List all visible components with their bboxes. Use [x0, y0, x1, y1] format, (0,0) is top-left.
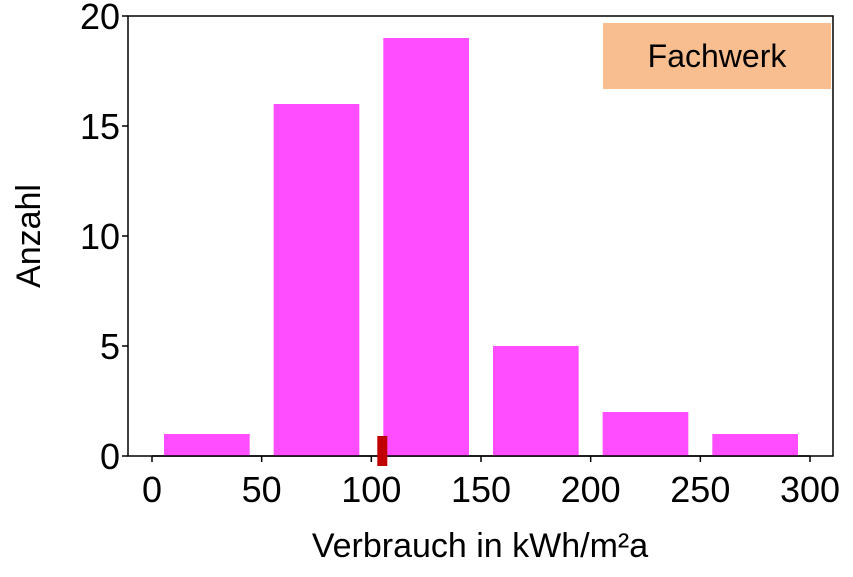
x-tick-label: 200 — [561, 469, 621, 510]
y-axis-ticks: 0 5 10 15 20 — [80, 0, 128, 477]
y-tick-label: 10 — [80, 216, 120, 257]
y-axis-title: Anzahl — [10, 184, 48, 288]
bar — [383, 38, 469, 456]
bar — [602, 412, 689, 456]
y-tick-label: 0 — [100, 436, 120, 477]
legend-swatch — [603, 23, 831, 89]
x-tick-label: 300 — [780, 469, 840, 510]
y-tick-label: 5 — [100, 326, 120, 367]
x-tick-label: 100 — [341, 469, 401, 510]
x-tick-label: 50 — [242, 469, 282, 510]
bar — [164, 434, 250, 456]
x-tick-label: 150 — [451, 469, 511, 510]
y-tick-label: 15 — [80, 106, 120, 147]
x-tick-label: 0 — [142, 469, 162, 510]
bar — [273, 104, 360, 456]
y-tick-label: 20 — [80, 0, 120, 37]
bar — [712, 434, 798, 456]
plot-area — [127, 15, 834, 457]
reference-marker — [377, 436, 388, 466]
bars-group — [164, 38, 798, 456]
legend-box: Fachwerk — [603, 23, 831, 89]
x-axis-title: Verbrauch in kWh/m²a — [312, 527, 648, 565]
x-tick-label: 250 — [670, 469, 730, 510]
legend-label: Fachwerk — [648, 38, 788, 74]
x-axis-ticks: 0 50 100 150 200 250 300 — [142, 455, 840, 510]
bar — [493, 346, 579, 456]
